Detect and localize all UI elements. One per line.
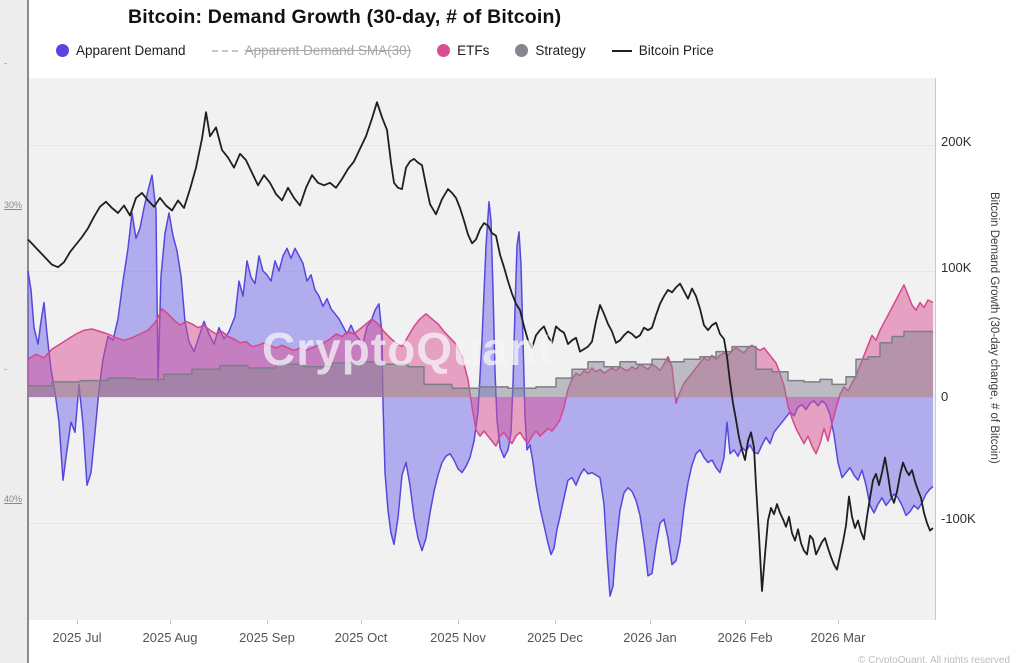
legend-item-etfs[interactable]: ETFs [437,43,489,58]
y-tick-100k: 100K [941,260,972,275]
y-tick-0: 0 [941,389,949,404]
legend-label: Apparent Demand [76,43,186,58]
x-label-jan26: 2026 Jan [623,630,677,645]
x-label-sep25: 2025 Sep [239,630,295,645]
x-label-oct25: 2025 Oct [334,630,388,645]
x-tick [745,620,746,624]
left-cutoff-panel: - 30% - 40% [0,0,29,663]
x-tick [650,620,651,624]
series-area-apparent-demand [28,175,933,597]
sma-dash-icon [211,49,238,52]
legend-label: Strategy [535,43,586,58]
strip-dash: - [4,58,7,68]
x-tick [361,620,362,624]
x-tick [555,620,556,624]
legend-item-apparent-demand-sma[interactable]: Apparent Demand SMA(30) [211,43,412,58]
legend-label: Bitcoin Price [638,43,714,58]
legend-item-apparent-demand[interactable]: Apparent Demand [56,43,186,58]
x-tick [838,620,839,624]
y-tick-neg100k: -100K [941,511,976,526]
legend: Apparent Demand Apparent Demand SMA(30) … [56,43,714,58]
legend-label: Apparent Demand SMA(30) [244,43,412,58]
x-label-feb26: 2026 Feb [717,630,773,645]
series-area-strategy [28,331,933,397]
gridline-100k [29,271,935,272]
gridline-neg100k [29,523,935,524]
legend-label: ETFs [457,43,490,58]
legend-item-bitcoin-price[interactable]: Bitcoin Price [611,43,714,58]
x-tick [458,620,459,624]
chart-canvas [27,101,934,597]
x-label-mar26: 2026 Mar [810,630,866,645]
strategy-dot-icon [515,44,529,57]
strip-link-40[interactable]: 40% [4,494,23,504]
strip-link-30[interactable]: 30% [4,200,23,210]
etfs-dot-icon [437,44,451,57]
x-tick [267,620,268,624]
copyright-attribution: © CryptoQuant. All rights reserved [858,655,1010,663]
gridline-200k [29,145,935,146]
apparent-demand-dot-icon [56,44,69,57]
x-label-nov25: 2025 Nov [430,630,486,645]
series-line-bitcoin-price [27,101,934,592]
series-line-strategy [28,330,933,389]
strip-dash: - [4,364,7,374]
y-tick-200k: 200K [941,134,972,149]
series-line-etfs [27,284,934,455]
legend-item-strategy[interactable]: Strategy [515,43,586,58]
x-label-aug25: 2025 Aug [142,630,198,645]
price-line-icon [611,49,632,52]
x-label-jul25: 2025 Jul [52,630,102,645]
x-label-dec25: 2025 Dec [527,630,583,645]
series-line-apparent-demand [27,174,934,597]
y-axis-title: Bitcoin Demand Growth (30-day change, # … [988,192,1000,464]
x-tick [170,620,171,624]
page-title: Bitcoin: Demand Growth (30-day, # of Bit… [128,6,562,28]
x-tick [77,620,78,624]
